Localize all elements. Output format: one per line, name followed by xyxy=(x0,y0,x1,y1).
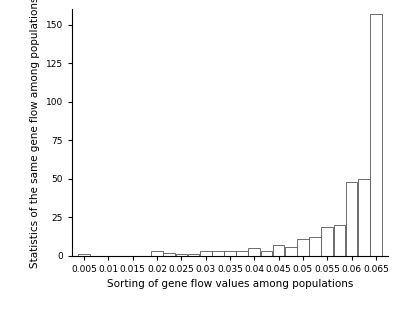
Bar xyxy=(321,227,333,256)
Bar xyxy=(200,251,212,256)
Bar xyxy=(212,251,224,256)
Bar xyxy=(346,182,357,256)
Bar xyxy=(370,14,382,256)
Bar xyxy=(285,246,297,256)
Bar xyxy=(334,225,345,256)
Bar xyxy=(188,254,199,256)
Bar xyxy=(248,248,260,256)
X-axis label: Sorting of gene flow values among populations: Sorting of gene flow values among popula… xyxy=(107,280,353,290)
Bar xyxy=(309,237,321,256)
Bar xyxy=(176,254,187,256)
Y-axis label: Statistics of the same gene flow among populations: Statistics of the same gene flow among p… xyxy=(30,0,40,268)
Bar xyxy=(163,253,175,256)
Bar xyxy=(273,245,284,256)
Bar xyxy=(236,251,248,256)
Bar xyxy=(78,254,90,256)
Bar xyxy=(151,251,163,256)
Bar xyxy=(224,251,236,256)
Bar xyxy=(358,179,370,256)
Bar xyxy=(297,239,309,256)
Bar xyxy=(261,251,272,256)
